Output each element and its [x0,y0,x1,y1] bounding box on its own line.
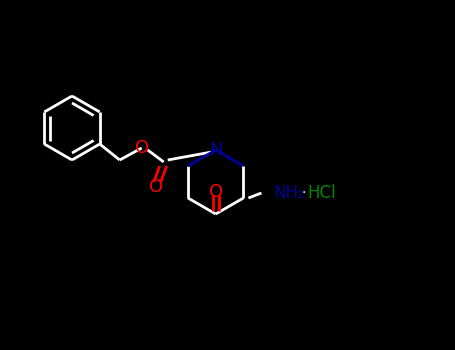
Text: HCl: HCl [308,184,336,202]
Text: ·: · [301,186,306,200]
Text: O: O [135,139,149,157]
Text: N: N [209,141,222,159]
Text: O: O [209,183,223,201]
Text: NH₂: NH₂ [273,184,305,202]
Text: O: O [149,178,163,196]
